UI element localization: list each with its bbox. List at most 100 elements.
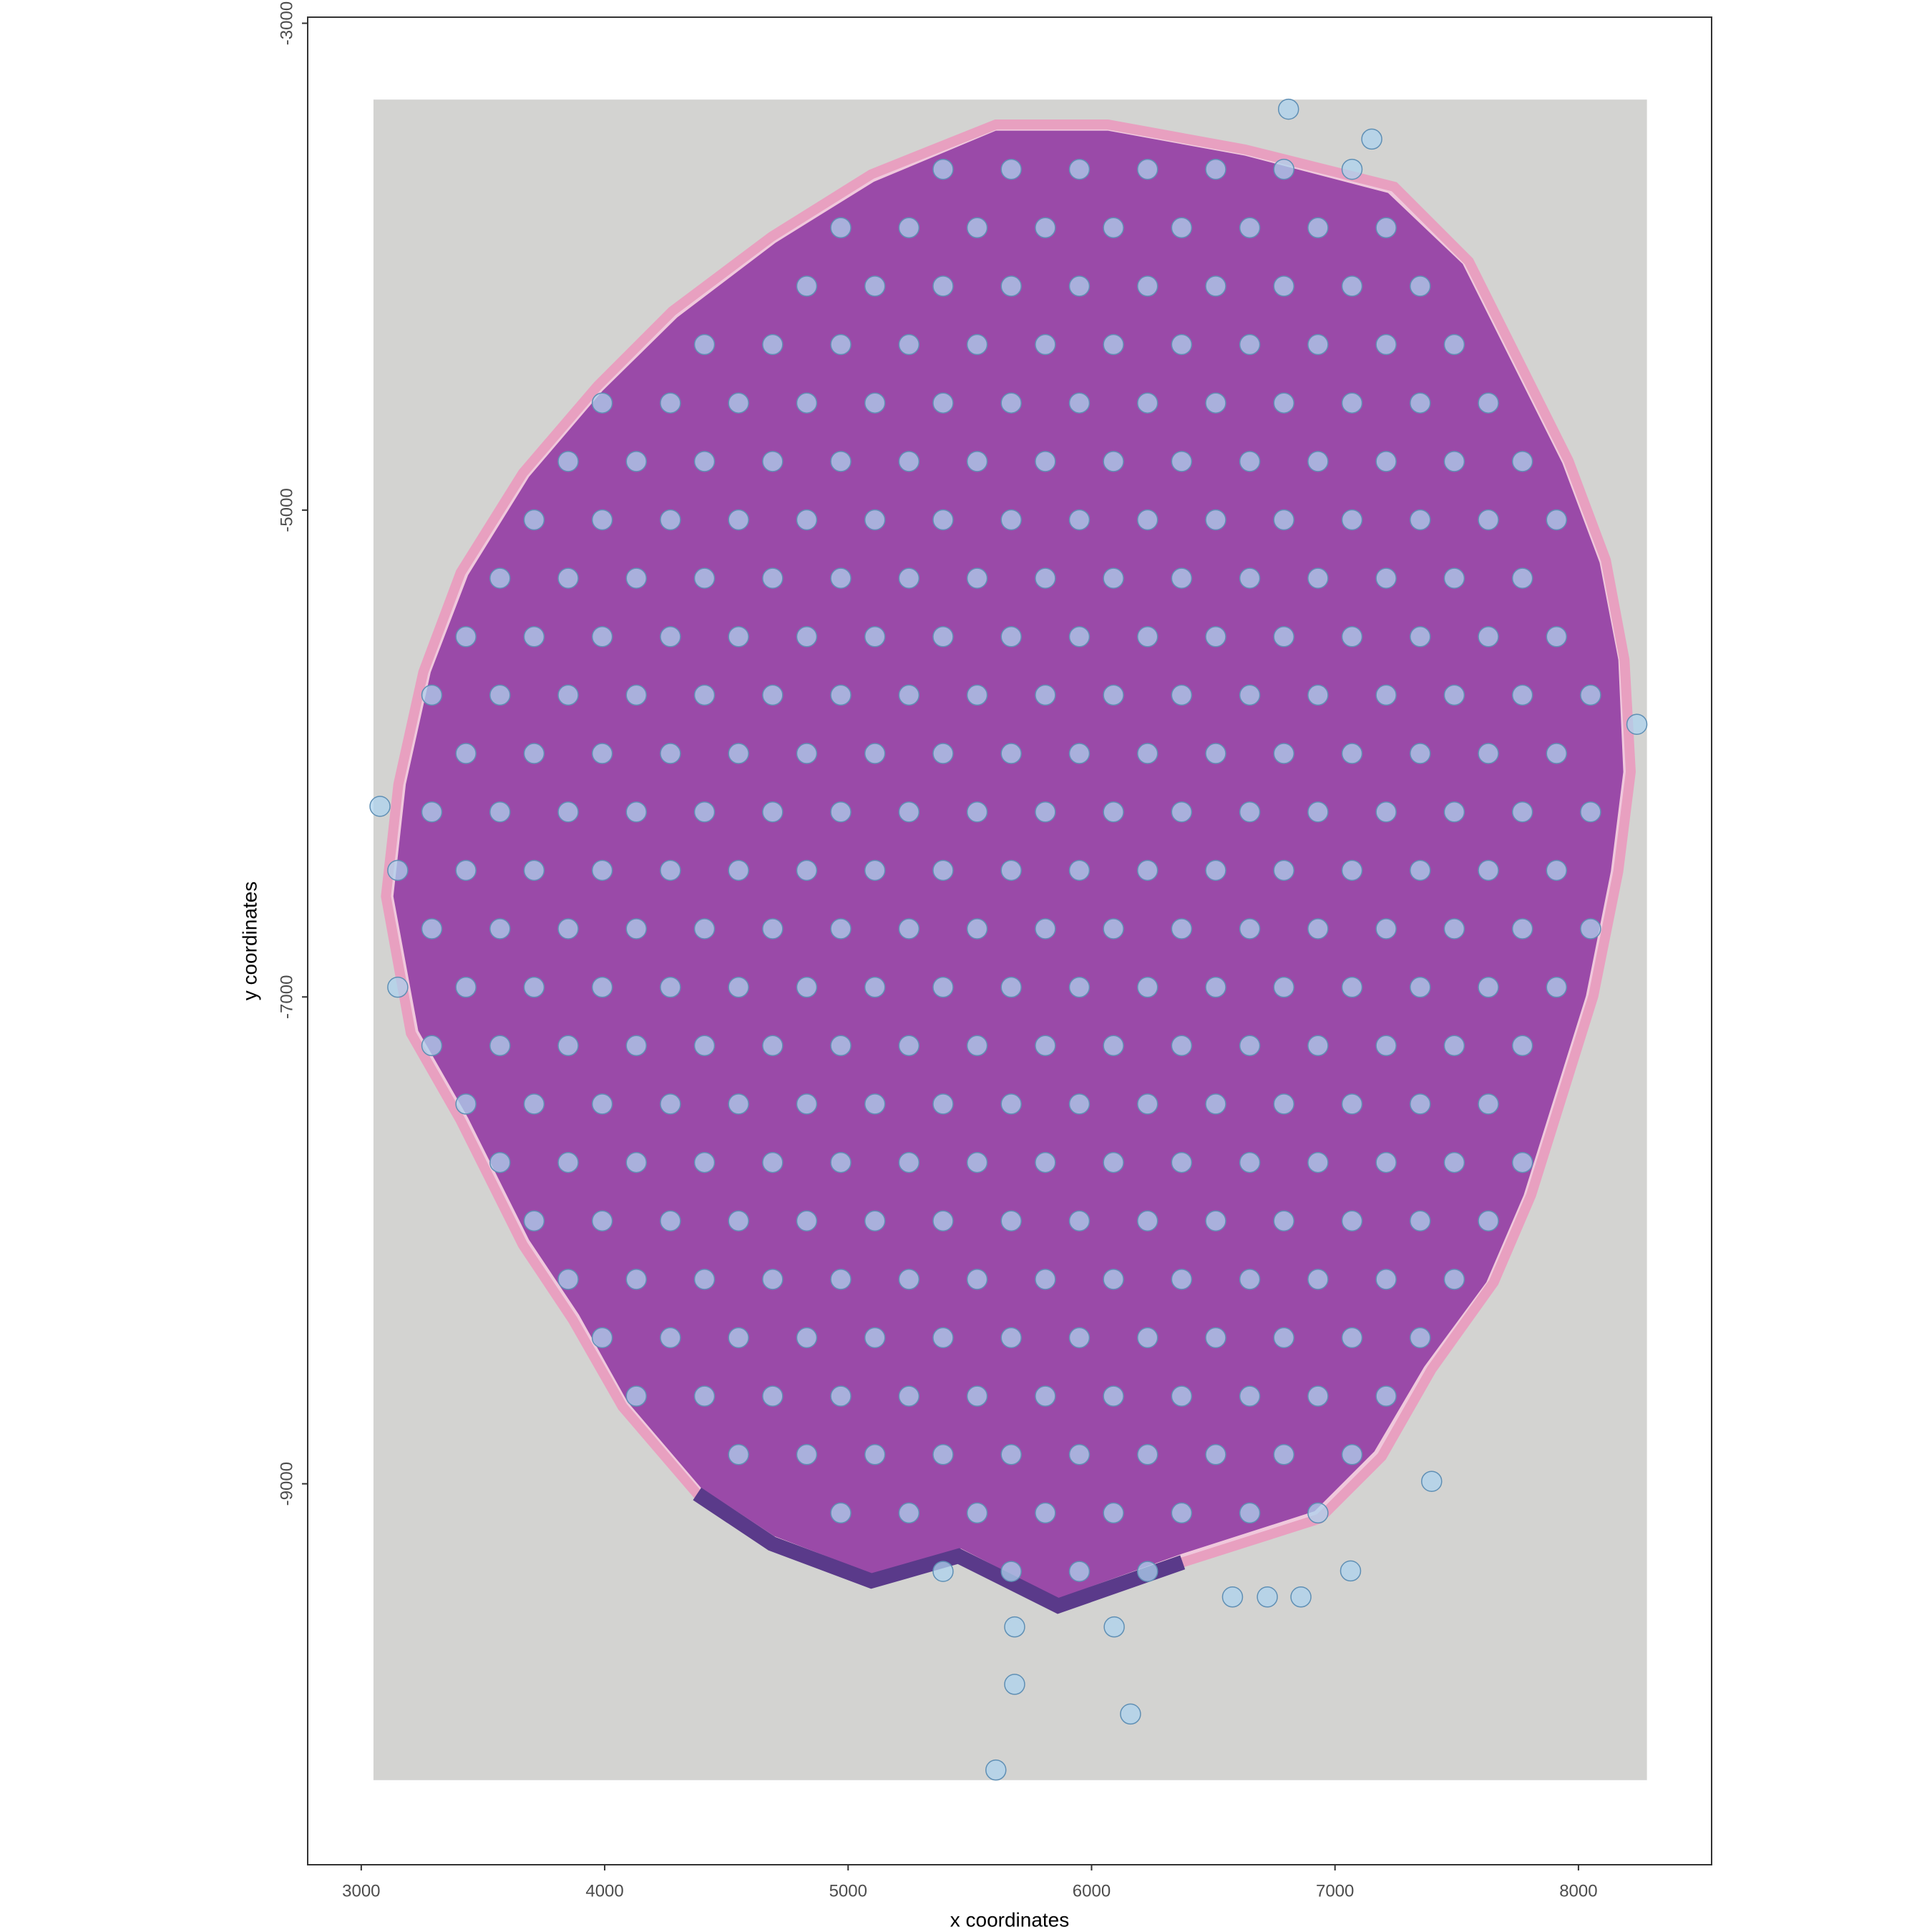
spot xyxy=(1273,158,1294,180)
spot xyxy=(693,1269,716,1290)
spot xyxy=(1000,1444,1022,1465)
spot xyxy=(966,333,988,356)
spot xyxy=(1273,976,1294,998)
spot xyxy=(1205,1093,1226,1115)
spot xyxy=(1421,1470,1443,1492)
spot xyxy=(796,1093,818,1115)
x-tick-label: 3000 xyxy=(342,1881,380,1901)
spot xyxy=(728,509,749,531)
spot xyxy=(1239,217,1261,239)
spot xyxy=(1546,976,1568,998)
spot xyxy=(1136,1093,1158,1115)
spot xyxy=(1221,1586,1244,1608)
spot xyxy=(1511,801,1533,823)
spot xyxy=(1000,275,1022,297)
spot xyxy=(1035,684,1056,706)
spot xyxy=(1478,1210,1499,1231)
spot xyxy=(1375,1035,1397,1057)
spot xyxy=(728,1093,749,1115)
spot xyxy=(1580,801,1601,823)
spot xyxy=(762,918,784,940)
spot xyxy=(1478,976,1499,998)
spot xyxy=(1341,1210,1363,1231)
spot xyxy=(455,859,477,882)
spot xyxy=(1103,451,1124,472)
spot xyxy=(1068,158,1091,180)
spot xyxy=(728,743,749,764)
spot xyxy=(1068,1561,1091,1582)
spot xyxy=(1307,1035,1329,1057)
spot xyxy=(1205,275,1226,297)
spot xyxy=(1375,1151,1397,1174)
spot xyxy=(1035,567,1056,589)
spot xyxy=(1375,451,1397,472)
spot xyxy=(1443,451,1465,472)
spot xyxy=(591,509,613,531)
spot xyxy=(557,1035,579,1057)
spot xyxy=(966,684,988,706)
spot xyxy=(762,1385,784,1407)
spot xyxy=(966,918,988,940)
spot xyxy=(1205,976,1226,998)
spot xyxy=(489,684,511,706)
spot xyxy=(830,1385,852,1407)
spot xyxy=(693,684,716,706)
spot xyxy=(557,918,579,940)
spot xyxy=(1277,98,1299,120)
spot xyxy=(898,1035,920,1057)
spot xyxy=(898,1385,920,1407)
spot xyxy=(728,626,749,648)
spot xyxy=(1171,1269,1193,1290)
spot xyxy=(1511,918,1533,940)
spot xyxy=(1443,567,1465,589)
spot xyxy=(762,1269,784,1290)
spot xyxy=(421,918,443,940)
spot xyxy=(898,1269,920,1290)
spot xyxy=(557,801,579,823)
spot xyxy=(1511,567,1533,589)
spot xyxy=(864,976,886,998)
spot xyxy=(796,626,818,648)
spot xyxy=(830,1035,852,1057)
spot xyxy=(966,217,988,239)
y-tick-label: -9000 xyxy=(277,1462,296,1506)
spot xyxy=(625,801,648,823)
spot xyxy=(1239,567,1261,589)
spot xyxy=(1239,801,1261,823)
spot xyxy=(693,451,716,472)
spot xyxy=(796,1210,818,1231)
spot xyxy=(523,1093,545,1115)
spot xyxy=(625,1035,648,1057)
spot xyxy=(830,1502,852,1524)
spot xyxy=(1307,1502,1329,1524)
spot xyxy=(1000,1561,1022,1582)
spot xyxy=(1443,333,1465,356)
spot xyxy=(1273,392,1294,414)
spot xyxy=(830,918,852,940)
spot xyxy=(1136,743,1158,764)
spot xyxy=(1120,1703,1141,1725)
spot xyxy=(966,567,988,589)
spot xyxy=(625,451,648,472)
spot xyxy=(796,275,818,297)
spot xyxy=(557,567,579,589)
spot xyxy=(1000,1093,1022,1115)
spot xyxy=(985,1759,1007,1781)
spot xyxy=(1103,217,1124,239)
spot xyxy=(421,684,443,706)
spot xyxy=(1375,684,1397,706)
spot xyxy=(1307,1151,1329,1174)
spot xyxy=(1136,1210,1158,1231)
spot xyxy=(1035,1035,1056,1057)
spot xyxy=(1068,275,1091,297)
spot xyxy=(660,392,681,414)
spot xyxy=(1511,684,1533,706)
spot xyxy=(1171,918,1193,940)
spot xyxy=(1375,1385,1397,1407)
spot xyxy=(1410,509,1431,531)
spot xyxy=(1171,1151,1193,1174)
spot xyxy=(625,684,648,706)
spot xyxy=(1273,509,1294,531)
spot xyxy=(1290,1586,1312,1608)
panel-border xyxy=(307,16,1712,1865)
